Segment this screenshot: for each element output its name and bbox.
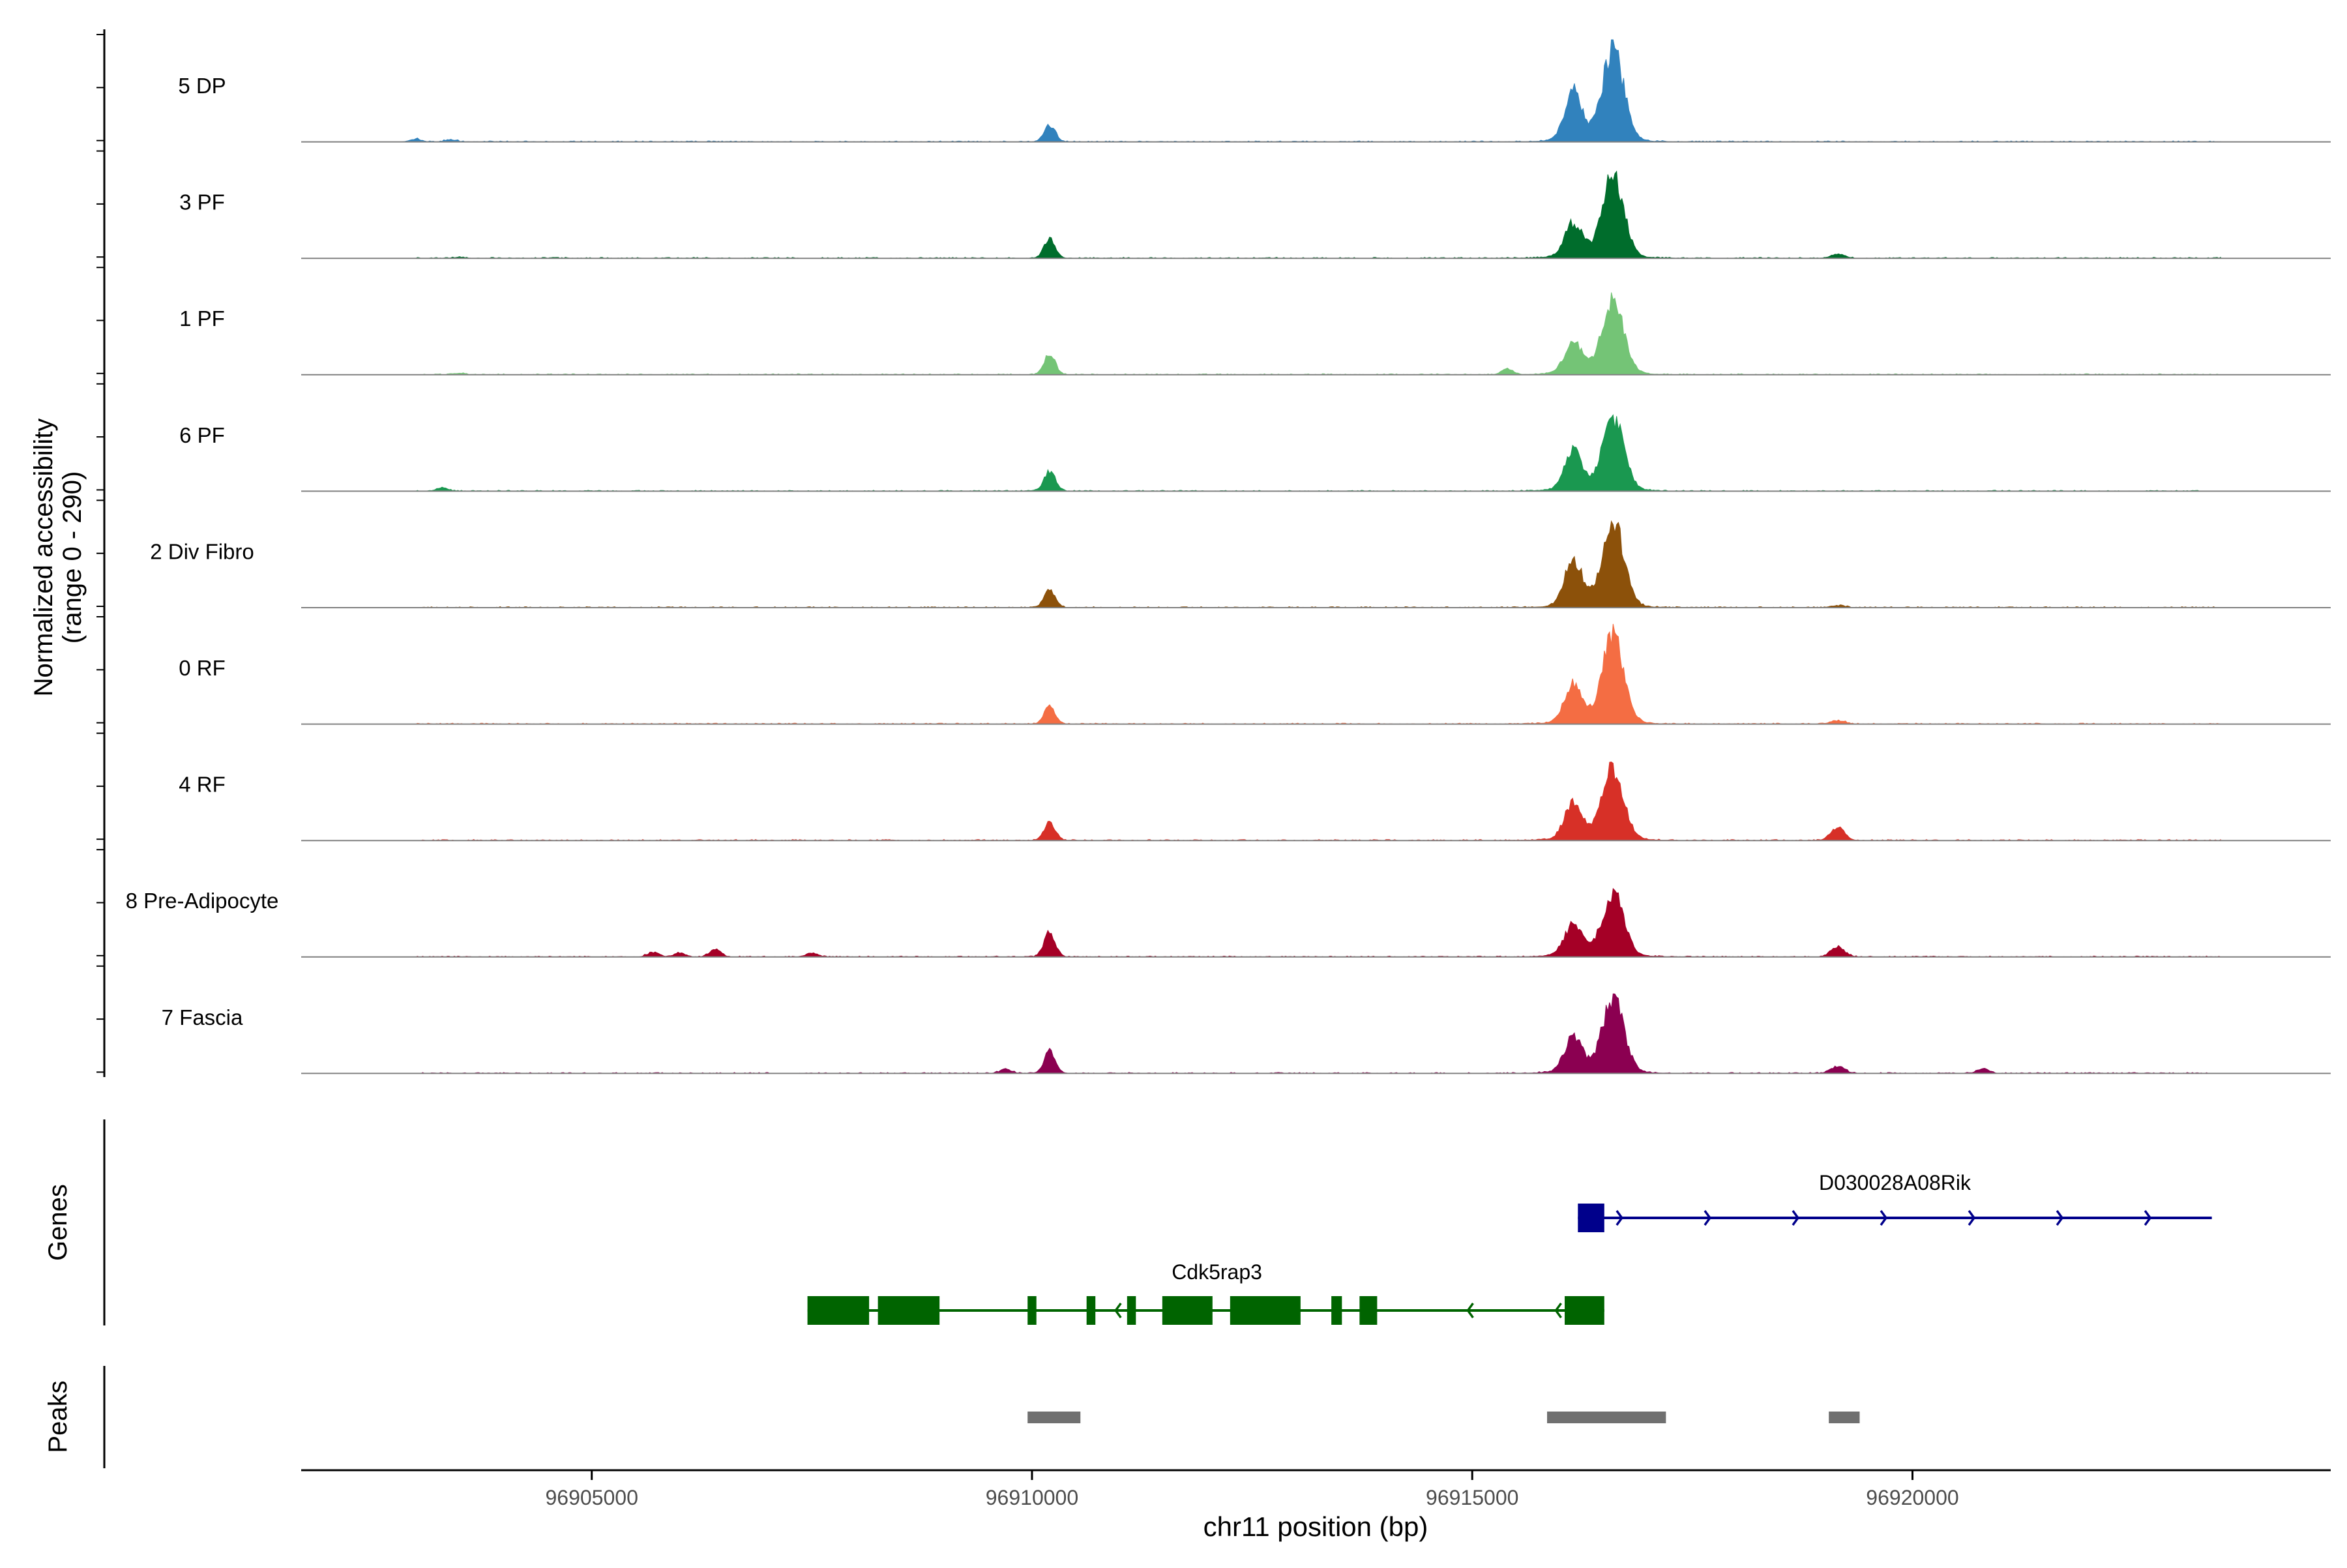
peak-region: [1027, 1412, 1081, 1423]
peaks-panel-label: Peaks: [44, 1380, 72, 1453]
track-label: 1 PF: [179, 306, 225, 331]
track-label: 3 PF: [179, 190, 225, 214]
exon-block: [1578, 1204, 1604, 1232]
strand-arrow: [1968, 1209, 1976, 1226]
strand-arrow: [2144, 1209, 2152, 1226]
peak-region: [1829, 1412, 1860, 1423]
y-axis-title-line1: Normalized accessibility: [29, 419, 58, 697]
track-label: 6 PF: [179, 423, 225, 447]
exon-block: [1027, 1296, 1037, 1325]
strand-arrow: [2056, 1209, 2064, 1226]
track-label: 5 DP: [178, 74, 226, 98]
gene-name-label: D030028A08Rik: [1819, 1171, 1971, 1194]
x-axis-ticks: 96905000 96910000 96915000 96920000: [545, 1470, 1959, 1509]
track-label: 4 RF: [179, 773, 226, 797]
x-axis-title: chr11 position (bp): [1203, 1511, 1428, 1542]
track-label: 0 RF: [179, 656, 226, 680]
strand-arrow: [1466, 1302, 1474, 1319]
track-labels: 5 DP 3 PF 1 PF 6 PF 2 Div Fibro 0 RF 4 RF 8 Pre…: [126, 74, 279, 1029]
exon-block: [1127, 1296, 1136, 1325]
track-label: 7 Fascia: [162, 1005, 243, 1029]
peaks-track: [1027, 1412, 1860, 1423]
coverage-tracks: [301, 39, 2331, 1074]
exon-block: [1565, 1296, 1604, 1325]
genes-panel-label: Genes: [44, 1184, 72, 1261]
y-axis-title-line2: (range 0 - 290): [58, 471, 87, 644]
exon-block: [1162, 1296, 1213, 1325]
genes-track: Cdk5rap3 D030028A08Rik: [807, 1171, 2212, 1325]
track-label: 2 Div Fibro: [150, 539, 254, 563]
x-tick-label: 96910000: [986, 1486, 1078, 1509]
strand-arrow: [1704, 1209, 1712, 1226]
exon-block: [1359, 1296, 1378, 1325]
x-tick-label: 96915000: [1426, 1486, 1518, 1509]
strand-arrow: [1880, 1209, 1888, 1226]
x-tick-label: 96920000: [1866, 1486, 1958, 1509]
exon-block: [1331, 1296, 1342, 1325]
strand-arrow: [1616, 1209, 1623, 1226]
exon-block: [878, 1296, 940, 1325]
x-tick-label: 96905000: [545, 1486, 638, 1509]
strand-arrow: [1114, 1302, 1122, 1319]
track-label: 8 Pre-Adipocyte: [126, 889, 279, 913]
exon-block: [1086, 1296, 1096, 1325]
exon-block: [807, 1296, 870, 1325]
strand-arrow: [1792, 1209, 1800, 1226]
gene-name-label: Cdk5rap3: [1172, 1260, 1262, 1284]
exon-block: [1230, 1296, 1301, 1325]
coverage-y-ticks: [96, 34, 104, 1073]
strand-arrow: [1554, 1302, 1562, 1319]
peak-region: [1547, 1412, 1666, 1423]
